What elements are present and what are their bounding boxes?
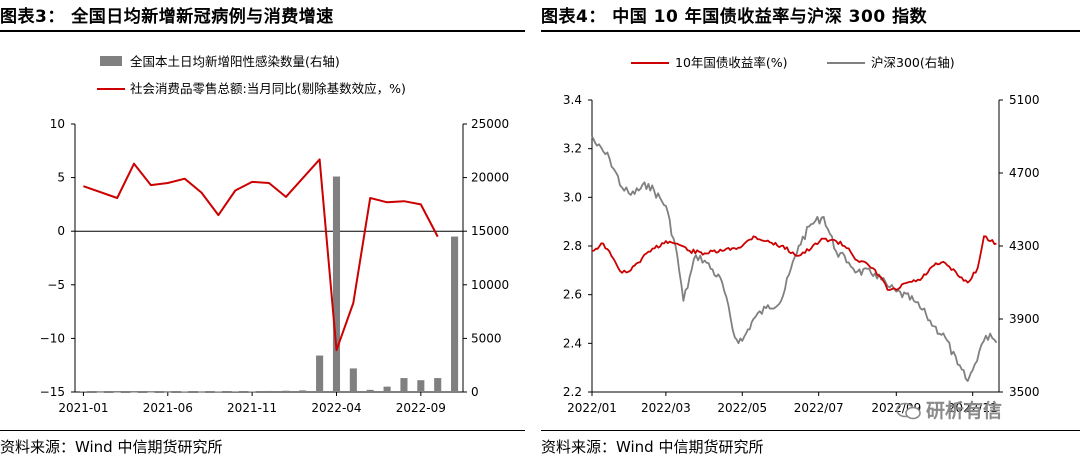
infection-bar xyxy=(434,378,442,392)
left-chart-svg: 10 5 0 −5 −10 −15 25000 20000 15000 10000 5000 0 202… xyxy=(40,54,510,415)
right-chart-title: 图表4： 中国 10 年国债收益率与沪深 300 指数 xyxy=(541,7,928,27)
right-chart-svg: 3.4 3.2 3.0 2.8 2.6 2.4 2.2 5100 4700 4300 3900 350… xyxy=(563,55,1040,415)
right-y-tick-label: 4700 xyxy=(1009,166,1040,180)
right-y-tick-label: 5100 xyxy=(1009,93,1040,107)
right-y-tick-label: 25000 xyxy=(471,117,509,131)
left-y-tick-label: 0 xyxy=(57,224,65,238)
left-title-rule xyxy=(0,30,525,32)
x-tick-label: 2022-09 xyxy=(396,401,446,415)
x-tick-label: 2022-04 xyxy=(311,401,361,415)
right-legend: 10年国债收益率(%) 沪深300(右轴) xyxy=(631,55,955,70)
x-tick-label: 2021-01 xyxy=(58,401,108,415)
right-y-tick-label: 3900 xyxy=(1009,312,1040,326)
right-source-rule xyxy=(541,430,1080,431)
left-y-tick-label: −10 xyxy=(40,331,65,345)
infection-bar xyxy=(248,391,256,393)
infection-bar xyxy=(400,378,408,392)
infection-bar xyxy=(282,390,290,392)
infection-bar xyxy=(451,236,459,392)
infection-bar xyxy=(332,176,341,392)
x-tick-label: 2021-11 xyxy=(227,401,277,415)
left-y-tick-label: 2.6 xyxy=(563,288,582,302)
left-y-tick-label: 5 xyxy=(57,171,65,185)
right-y-tick-label: 0 xyxy=(471,385,479,399)
infection-bar xyxy=(197,391,206,393)
left-chart-title: 图表3： 全国日均新增新冠病例与消费增速 xyxy=(0,7,334,27)
legend-line-label: 社会消费品零售总额:当月同比(剔除基数效应，%) xyxy=(130,81,406,96)
infection-bar xyxy=(417,380,425,392)
right-y-tick-label: 10000 xyxy=(471,278,509,292)
left-chart-panel: 图表3： 全国日均新增新冠病例与消费增速 10 5 0 −5 −10 −15 25000 20… xyxy=(0,0,525,459)
left-y-tick-label: 2.4 xyxy=(563,336,582,350)
left-legend: 全国本土日均新增阳性感染数量(右轴) 社会消费品零售总额:当月同比(剔除基数效应，… xyxy=(97,54,406,96)
infection-bar xyxy=(349,368,357,392)
x-tick-label: 2022/01 xyxy=(567,401,617,415)
left-y-tick-label: 2.8 xyxy=(563,239,582,253)
infection-bar xyxy=(231,391,239,392)
right-chart-panel: 图表4： 中国 10 年国债收益率与沪深 300 指数 3.4 3.2 3.0 2.8… xyxy=(541,0,1080,459)
left-y-tick-label: 3.0 xyxy=(563,190,582,204)
csi300-line xyxy=(591,136,998,382)
watermark: 研析有信 xyxy=(896,396,1002,423)
infection-bar xyxy=(164,391,172,393)
right-y-tick-label: 3500 xyxy=(1009,385,1040,399)
infection-bar xyxy=(383,386,391,392)
left-y-tick-label: 10 xyxy=(50,117,65,131)
bond-yield-line xyxy=(591,235,997,291)
x-tick-label: 2022/07 xyxy=(794,401,844,415)
infection-bar xyxy=(147,391,155,393)
x-tick-label: 2022/03 xyxy=(641,401,691,415)
retail-sales-line xyxy=(83,158,439,352)
right-y-tick-label: 15000 xyxy=(471,224,509,238)
infection-bar xyxy=(79,391,87,392)
legend-bar-swatch xyxy=(100,56,122,66)
left-y-tick-label: −15 xyxy=(40,385,65,399)
x-tick-label: 2022/11 xyxy=(948,401,998,415)
right-y-tick-label: 5000 xyxy=(471,331,502,345)
left-y-tick-label: 3.2 xyxy=(563,142,582,156)
wechat-icon xyxy=(896,402,921,420)
infection-bar xyxy=(130,391,138,393)
right-title-rule xyxy=(541,30,1080,32)
left-source-rule xyxy=(0,430,525,431)
legend-bond-label: 10年国债收益率(%) xyxy=(675,55,788,70)
left-chart-source: 资料来源：Wind 中信期货研究所 xyxy=(0,438,223,456)
x-tick-label: 2022/05 xyxy=(717,401,767,415)
right-chart-source: 资料来源：Wind 中信期货研究所 xyxy=(541,438,764,456)
legend-bar-label: 全国本土日均新增阳性感染数量(右轴) xyxy=(130,54,340,69)
watermark-text: 研析有信 xyxy=(926,400,1003,422)
left-y-tick-label: 2.2 xyxy=(563,385,582,399)
infection-bar xyxy=(316,355,324,392)
infection-bar xyxy=(366,389,374,392)
infection-bar xyxy=(113,391,121,393)
x-tick-label: 2021-06 xyxy=(143,401,193,415)
right-y-tick-label: 20000 xyxy=(471,171,509,185)
infection-bar xyxy=(299,390,307,392)
legend-index-label: 沪深300(右轴) xyxy=(871,55,955,70)
left-y-tick-label: 3.4 xyxy=(563,93,582,107)
infection-bar xyxy=(214,391,222,393)
infection-bar xyxy=(265,390,273,392)
left-y-tick-label: −5 xyxy=(47,278,65,292)
infection-bar xyxy=(96,391,104,393)
right-y-tick-label: 4300 xyxy=(1009,239,1040,253)
infection-bar xyxy=(181,391,189,393)
